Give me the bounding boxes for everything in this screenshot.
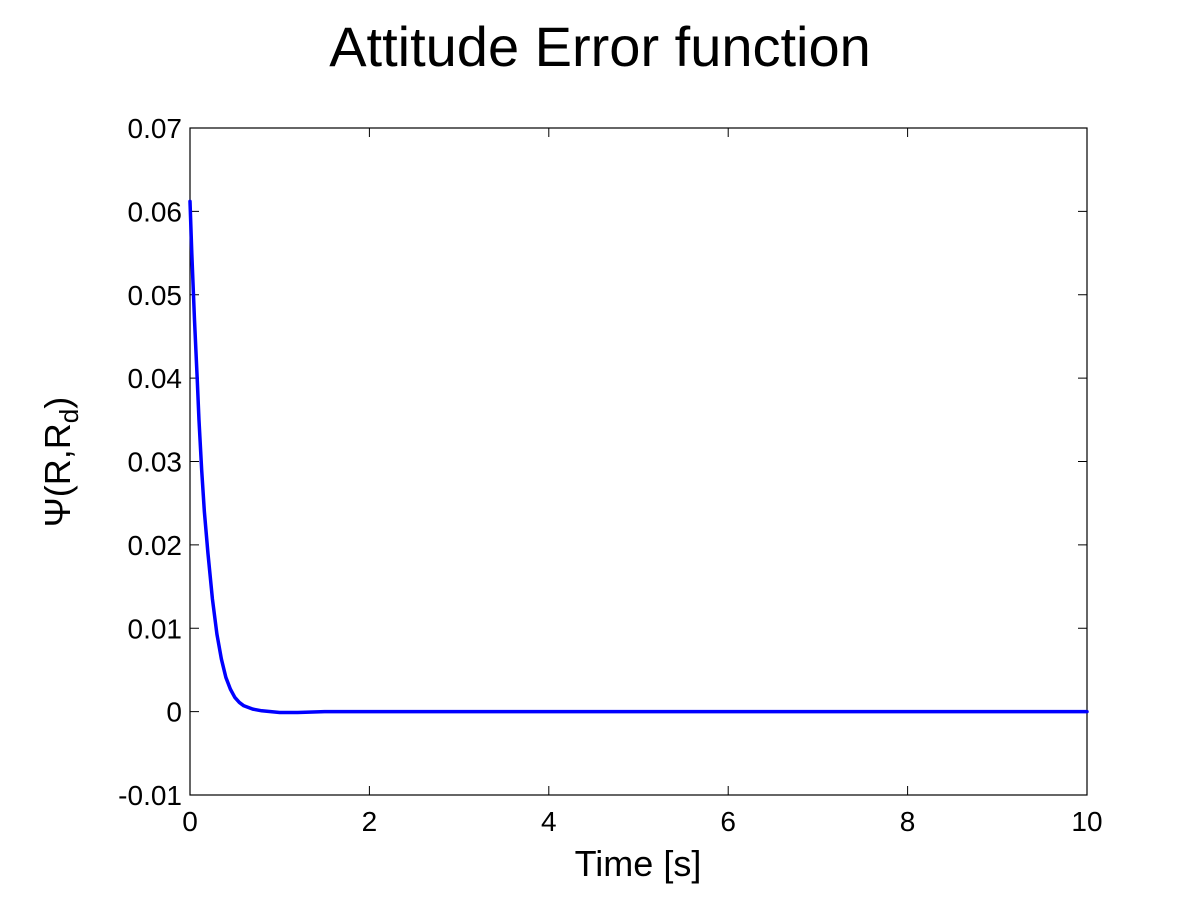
y-tick-label: 0.07 — [128, 113, 183, 144]
y-tick-label: 0 — [166, 697, 182, 728]
series-line — [188, 199, 1089, 715]
y-axis-label-subscript: d — [54, 409, 84, 423]
y-tick-label: -0.01 — [118, 780, 182, 811]
x-axis-ticks — [189, 128, 1088, 795]
y-tick-label: 0.05 — [128, 280, 183, 311]
x-tick-label: 8 — [900, 806, 916, 837]
y-tick-label: 0.04 — [128, 363, 183, 394]
y-tick-label: 0.06 — [128, 196, 183, 227]
y-axis-label-prefix: Ψ(R,R — [37, 423, 78, 527]
y-tick-label: 0.03 — [128, 447, 183, 478]
x-axis-label: Time [s] — [575, 843, 702, 884]
y-tick-label: 0.01 — [128, 613, 183, 644]
x-tick-label: 2 — [362, 806, 378, 837]
y-axis-tick-labels: -0.01 0 0.01 0.02 0.03 0.04 0.05 0.06 0.07 — [118, 113, 182, 811]
y-axis-label: Ψ(R,Rd) — [37, 397, 84, 528]
chart-title: Attitude Error function — [329, 15, 871, 78]
x-tick-label: 0 — [182, 806, 198, 837]
x-axis-tick-labels: 0 2 4 6 8 10 — [182, 806, 1102, 837]
y-axis-label-suffix: ) — [37, 397, 78, 409]
y-axis-ticks — [190, 127, 1087, 796]
series-group — [188, 199, 1089, 715]
x-tick-label: 6 — [720, 806, 736, 837]
x-tick-label: 10 — [1071, 806, 1102, 837]
x-tick-label: 4 — [541, 806, 557, 837]
y-tick-label: 0.02 — [128, 530, 183, 561]
plot-area — [189, 127, 1088, 796]
